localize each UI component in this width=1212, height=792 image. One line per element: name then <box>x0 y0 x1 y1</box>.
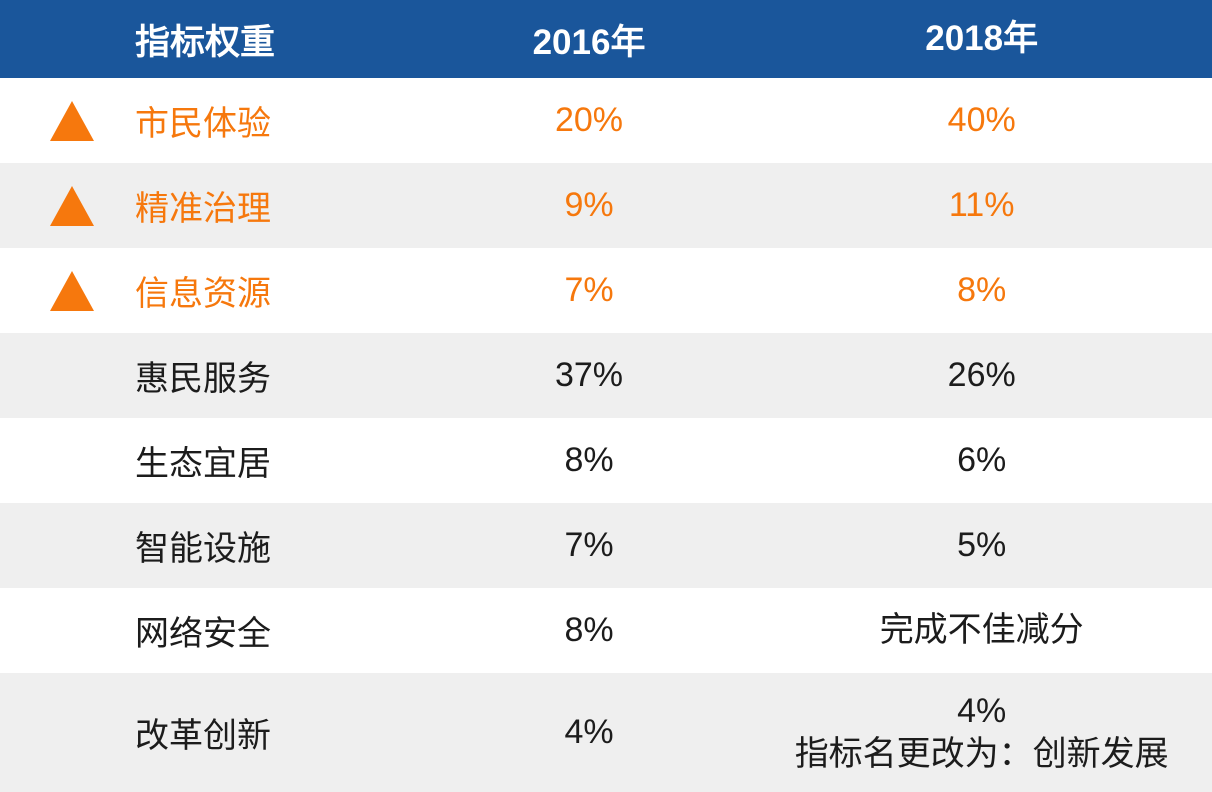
indicator-cell: 网络安全 <box>0 606 427 655</box>
indicator-cell: 惠民服务 <box>0 351 427 400</box>
table-row: 信息资源 7% 8% <box>0 248 1212 333</box>
value-2018-cell: 完成不佳减分 <box>879 611 1084 650</box>
value-2016-cell: 9% <box>564 186 614 224</box>
indicator-label: 生态宜居 <box>135 445 271 483</box>
table-row: 市民体验 20% 40% <box>0 78 1212 163</box>
value-2018-cell: 5% <box>957 526 1007 565</box>
up-triangle-icon <box>50 270 94 311</box>
indicator-label: 市民体验 <box>135 105 271 143</box>
table-row: 网络安全 8% 完成不佳减分 <box>0 588 1212 673</box>
up-triangle-icon <box>50 100 94 141</box>
value-2016-cell: 7% <box>564 526 614 564</box>
value-2018-cell: 8% <box>957 271 1007 310</box>
indicator-cell: 市民体验 <box>0 96 427 145</box>
table-row: 惠民服务 37% 26% <box>0 333 1212 418</box>
value-2018-cell: 4% 指标名更改为：创新发展 <box>794 691 1169 773</box>
table-header-row: 指标权重 2016年 2018年 <box>0 0 1212 78</box>
indicator-cell: 精准治理 <box>0 181 427 230</box>
table-row: 生态宜居 8% 6% <box>0 418 1212 503</box>
column-header-indicator: 指标权重 <box>135 22 276 62</box>
indicator-label: 智能设施 <box>135 530 271 568</box>
indicator-label: 网络安全 <box>135 615 271 653</box>
value-2016-cell: 8% <box>564 441 614 479</box>
value-2018-cell: 6% <box>957 441 1007 480</box>
indicator-label: 精准治理 <box>135 190 271 228</box>
value-2018-cell: 11% <box>948 186 1015 225</box>
column-header-2016: 2016年 <box>532 22 646 62</box>
indicator-label: 信息资源 <box>135 275 271 313</box>
table-row: 智能设施 7% 5% <box>0 503 1212 588</box>
indicator-cell: 生态宜居 <box>0 436 427 485</box>
value-2016-cell: 8% <box>564 611 614 649</box>
indicator-cell: 信息资源 <box>0 266 427 315</box>
value-2016-cell: 37% <box>554 356 624 394</box>
value-2016-cell: 4% <box>564 713 614 751</box>
value-2016-cell: 20% <box>554 101 624 139</box>
value-2018-cell: 40% <box>947 101 1016 140</box>
value-2016-cell: 7% <box>564 271 614 309</box>
up-triangle-icon <box>50 185 94 226</box>
indicator-label: 改革创新 <box>135 717 271 755</box>
table-row: 精准治理 9% 11% <box>0 163 1212 248</box>
column-header-2018: 2018年 <box>925 18 1039 58</box>
value-2018-cell: 26% <box>947 356 1016 395</box>
indicator-label: 惠民服务 <box>135 360 271 398</box>
table-row: 改革创新 4% 4% 指标名更改为：创新发展 <box>0 673 1212 792</box>
indicator-cell: 改革创新 <box>0 708 427 757</box>
indicator-cell: 智能设施 <box>0 521 427 570</box>
